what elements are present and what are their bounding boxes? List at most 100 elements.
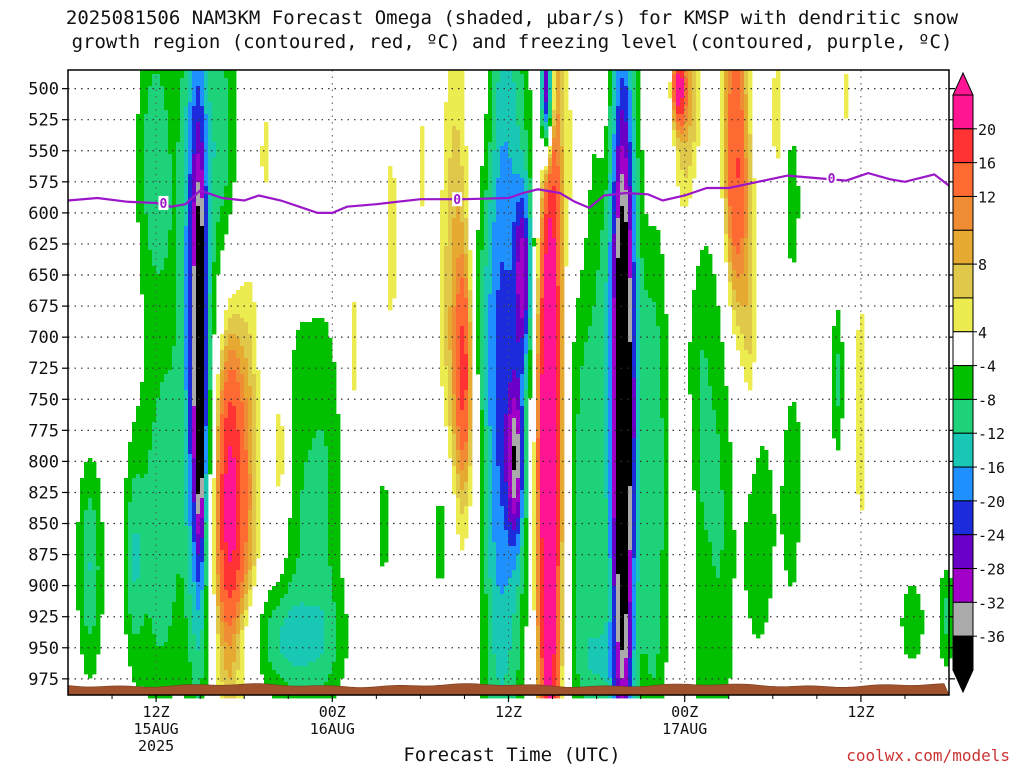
omega-cell — [212, 134, 217, 139]
omega-cell — [148, 150, 153, 155]
omega-cell — [508, 234, 513, 239]
omega-cell — [648, 290, 653, 295]
omega-cell — [844, 86, 849, 91]
omega-cell — [484, 306, 489, 311]
omega-cell — [644, 286, 649, 291]
omega-cell — [560, 126, 565, 131]
omega-cell — [440, 234, 445, 239]
omega-cell — [136, 118, 141, 123]
omega-cell — [744, 126, 749, 131]
omega-cell — [216, 74, 221, 79]
omega-cell — [636, 250, 641, 255]
omega-cell — [636, 218, 641, 223]
omega-cell — [748, 190, 753, 195]
omega-cell — [736, 206, 741, 211]
omega-cell — [504, 154, 509, 159]
omega-cell — [144, 202, 149, 207]
omega-cell — [732, 286, 737, 291]
omega-cell — [556, 114, 561, 119]
omega-cell — [620, 286, 625, 291]
omega-cell — [496, 98, 501, 103]
omega-cell — [500, 254, 505, 259]
omega-cell — [144, 282, 149, 287]
omega-cell — [544, 222, 549, 227]
omega-cell — [452, 166, 457, 171]
omega-cell — [628, 130, 633, 135]
omega-cell — [728, 198, 733, 203]
omega-cell — [556, 110, 561, 115]
omega-cell — [492, 286, 497, 291]
omega-cell — [680, 198, 685, 203]
omega-cell — [164, 70, 169, 75]
omega-cell — [588, 274, 593, 279]
omega-cell — [220, 202, 225, 207]
omega-cell — [596, 210, 601, 215]
omega-cell — [388, 190, 393, 195]
omega-cell — [564, 262, 569, 267]
omega-cell — [488, 266, 493, 271]
omega-cell — [744, 250, 749, 255]
omega-cell — [544, 250, 549, 255]
omega-cell — [516, 294, 521, 299]
omega-cell — [388, 306, 393, 311]
omega-cell — [176, 262, 181, 267]
omega-cell — [540, 286, 545, 291]
omega-cell — [604, 254, 609, 259]
omega-cell — [484, 250, 489, 255]
omega-cell — [588, 306, 593, 311]
omega-cell — [480, 230, 485, 235]
omega-cell — [512, 202, 517, 207]
omega-cell — [556, 282, 561, 287]
omega-cell — [552, 238, 557, 243]
omega-cell — [748, 242, 753, 247]
omega-cell — [172, 290, 177, 295]
omega-cell — [204, 254, 209, 259]
omega-cell — [560, 306, 565, 311]
omega-cell — [608, 90, 613, 95]
omega-cell — [460, 134, 465, 139]
omega-cell — [160, 214, 165, 219]
omega-cell — [728, 294, 733, 299]
omega-cell — [528, 310, 533, 315]
omega-cell — [500, 314, 505, 319]
omega-cell — [584, 294, 589, 299]
omega-cell — [564, 78, 569, 83]
omega-cell — [724, 110, 729, 115]
omega-cell — [544, 194, 549, 199]
omega-cell — [644, 302, 649, 307]
omega-cell — [456, 294, 461, 299]
omega-cell — [200, 162, 205, 167]
omega-cell — [168, 158, 173, 163]
omega-cell — [608, 310, 613, 315]
omega-cell — [632, 182, 637, 187]
omega-cell — [212, 162, 217, 167]
omega-cell — [456, 262, 461, 267]
omega-cell — [200, 210, 205, 215]
omega-cell — [528, 130, 533, 135]
omega-cell — [516, 138, 521, 143]
omega-cell — [208, 278, 213, 283]
omega-cell — [212, 310, 217, 315]
omega-cell — [524, 246, 529, 251]
omega-cell — [212, 238, 217, 243]
omega-cell — [492, 294, 497, 299]
omega-cell — [180, 190, 185, 195]
omega-cell — [200, 122, 205, 127]
omega-cell — [524, 126, 529, 131]
omega-cell — [736, 274, 741, 279]
omega-cell — [792, 250, 797, 255]
omega-cell — [460, 190, 465, 195]
omega-cell — [168, 74, 173, 79]
omega-cell — [144, 306, 149, 311]
omega-cell — [516, 282, 521, 287]
omega-cell — [512, 238, 517, 243]
omega-cell — [612, 174, 617, 179]
omega-cell — [184, 126, 189, 131]
omega-cell — [772, 122, 777, 127]
omega-cell — [652, 302, 657, 307]
omega-cell — [560, 270, 565, 275]
omega-cell — [544, 226, 549, 231]
omega-cell — [608, 142, 613, 147]
omega-cell — [388, 210, 393, 215]
omega-cell — [172, 234, 177, 239]
